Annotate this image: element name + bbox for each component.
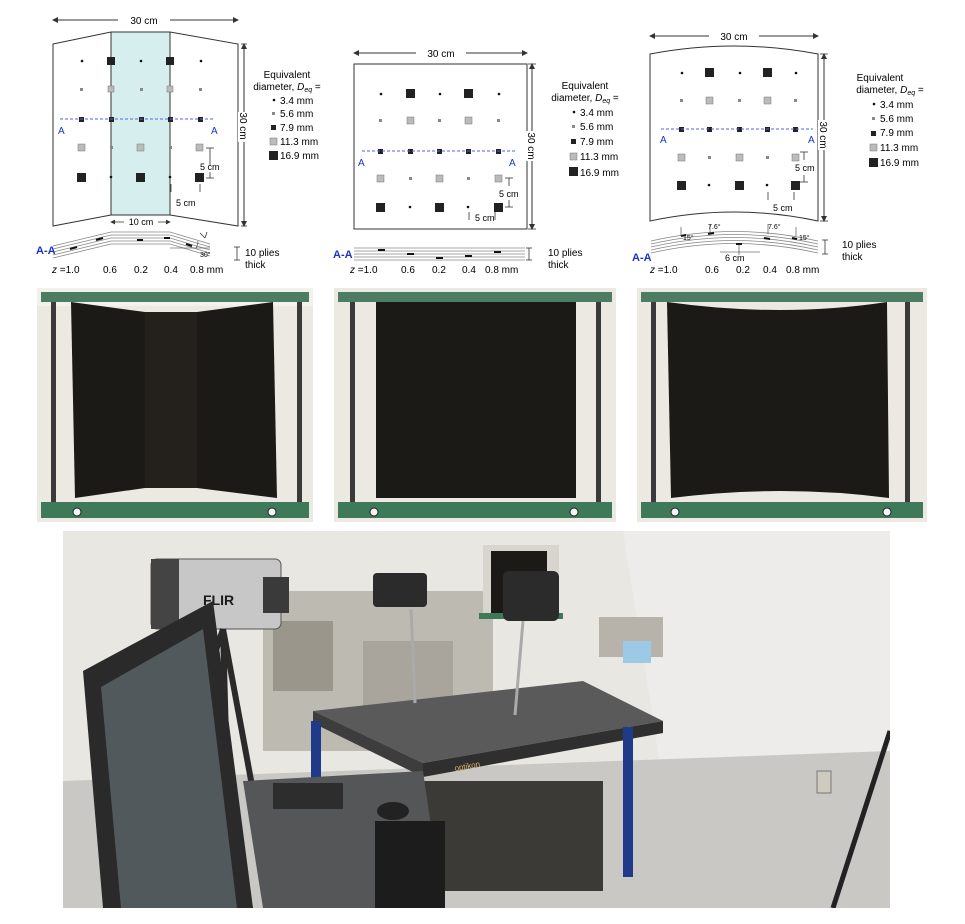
dim-width-label-flat: 30 cm xyxy=(427,49,454,60)
optical-table xyxy=(313,681,663,763)
photo-lab-setup: optikon FLIR xyxy=(63,531,890,908)
bent-panel-flat-face xyxy=(110,31,171,216)
plies-label-curved: 10 plies xyxy=(842,240,876,251)
dim-pitch-horizontal-flat: 5 cm xyxy=(475,213,495,223)
plies-thick-flat: thick xyxy=(548,260,570,271)
curved-panel-outline xyxy=(649,45,819,222)
dim-pitch-vertical-curved: 5 cm xyxy=(795,163,815,173)
legend-flat-entry-1: 3.4 mm xyxy=(580,108,613,119)
dim-height-label-flat: 30 cm xyxy=(525,132,536,159)
legend-entry-5: 16.9 mm xyxy=(280,151,319,162)
dim-height-label: 30 cm xyxy=(237,112,248,139)
legend-curved-entry-5: 16.9 mm xyxy=(880,158,919,169)
legend-flat-entry-2: 5.6 mm xyxy=(580,122,613,133)
legend-entry-2: 5.6 mm xyxy=(280,109,313,120)
legend-flat: Equivalent diameter, Deq = 3.4 mm 5.6 mm… xyxy=(551,81,619,179)
legend-entry-1: 3.4 mm xyxy=(280,96,313,107)
angle-b-right: 7.6° xyxy=(768,223,781,231)
flat-specimen-panel xyxy=(376,302,576,498)
ir-camera: FLIR xyxy=(150,558,289,630)
legend-title-line1: Equivalent xyxy=(264,70,311,81)
plies-thick-bent: thick xyxy=(245,260,267,271)
section-marker-flat-left: A xyxy=(358,158,365,169)
section-marker-curved-right: A xyxy=(808,135,815,146)
legend-curved-entry-3: 7.9 mm xyxy=(880,128,913,139)
photo-curved-specimen xyxy=(637,288,927,522)
diagram-curved-panel: 30 cm 30 cm xyxy=(632,29,876,276)
dim-chord: 6 cm xyxy=(725,253,745,263)
specimen-diagrams: 30 cm 30 cm xyxy=(36,13,924,276)
legend-curved-entry-2: 5.6 mm xyxy=(880,114,913,125)
dim-pitch-vertical: 5 cm xyxy=(200,162,220,172)
cross-section-flat xyxy=(354,247,525,261)
angle-a-left: 15° xyxy=(683,234,694,242)
section-marker-left: A xyxy=(58,126,65,137)
section-marker-flat-right: A xyxy=(509,158,516,169)
section-marker-right: A xyxy=(211,126,218,137)
section-label-bent: A-A xyxy=(36,245,56,257)
dim-pitch-vertical-flat: 5 cm xyxy=(499,189,519,199)
section-label-flat: A-A xyxy=(333,249,353,261)
keyboard xyxy=(375,821,445,908)
plies-label-bent: 10 plies xyxy=(245,248,279,259)
section-marker-curved-left: A xyxy=(660,135,667,146)
legend-curved: Equivalent diameter, Deq = 3.4 mm 5.6 mm… xyxy=(856,73,924,169)
plies-label-flat: 10 plies xyxy=(548,248,582,259)
curved-flaw-grid xyxy=(677,68,800,190)
cross-section-curved: 15° 7.6° 7.6° 15° xyxy=(650,223,819,255)
dim-height-label-curved: 30 cm xyxy=(817,121,828,148)
legend-flat-title-1: Equivalent xyxy=(562,81,609,92)
legend-curved-title-1: Equivalent xyxy=(857,73,904,84)
depth-labels-flat: z =1.0 0.6 0.2 0.4 0.8 mm xyxy=(349,265,518,276)
legend-title-line2: diameter, Deq = xyxy=(253,82,321,94)
cross-section-bent: 30° xyxy=(52,231,211,259)
legend-bent: Equivalent diameter, Deq = 3.4 mm 5.6 mm… xyxy=(253,70,321,162)
dim-width-label-curved: 30 cm xyxy=(720,32,747,43)
section-label-curved: A-A xyxy=(632,252,652,264)
photo-flat-specimen xyxy=(334,288,616,522)
diagram-flat-panel: 30 cm 30 cm xyxy=(333,46,582,276)
plies-thick-curved: thick xyxy=(842,252,864,263)
threaded-rod-left xyxy=(51,302,56,506)
legend-flat-entry-4: 11.3 mm xyxy=(580,152,618,163)
mouse xyxy=(377,802,409,820)
legend-flat-title-2: diameter, Deq = xyxy=(551,93,619,105)
legend-flat-entry-3: 7.9 mm xyxy=(580,137,613,148)
flat-panel-outline xyxy=(353,63,528,230)
diagram-bent-panel: 30 cm 30 cm xyxy=(36,13,279,276)
depth-labels-bent: z =1.0 0.6 0.2 0.4 0.8 mm xyxy=(51,265,223,276)
legend-curved-title-2: diameter, Deq = xyxy=(856,85,924,97)
angle-bend-label: 30° xyxy=(200,251,211,259)
table-brand: optikon xyxy=(454,760,481,773)
threaded-rod-right xyxy=(297,302,302,506)
dim-pitch-horizontal: 5 cm xyxy=(176,198,196,208)
legend-curved-entry-4: 11.3 mm xyxy=(880,143,918,154)
legend-entry-4: 11.3 mm xyxy=(280,137,318,148)
angle-b-left: 7.6° xyxy=(708,223,721,231)
legend-entry-3: 7.9 mm xyxy=(280,123,313,134)
curved-specimen-panel xyxy=(667,302,889,498)
legend-curved-entry-1: 3.4 mm xyxy=(880,100,913,111)
dim-flat-panel: 10 cm xyxy=(129,217,154,227)
angle-a-right: 15° xyxy=(799,234,810,242)
depth-labels-curved: z =1.0 0.6 0.2 0.4 0.8 mm xyxy=(649,265,819,276)
dim-pitch-horizontal-curved: 5 cm xyxy=(773,203,793,213)
photo-bent-specimen xyxy=(37,288,313,522)
legend-flat-entry-5: 16.9 mm xyxy=(580,168,619,179)
dim-width-label: 30 cm xyxy=(130,16,157,27)
